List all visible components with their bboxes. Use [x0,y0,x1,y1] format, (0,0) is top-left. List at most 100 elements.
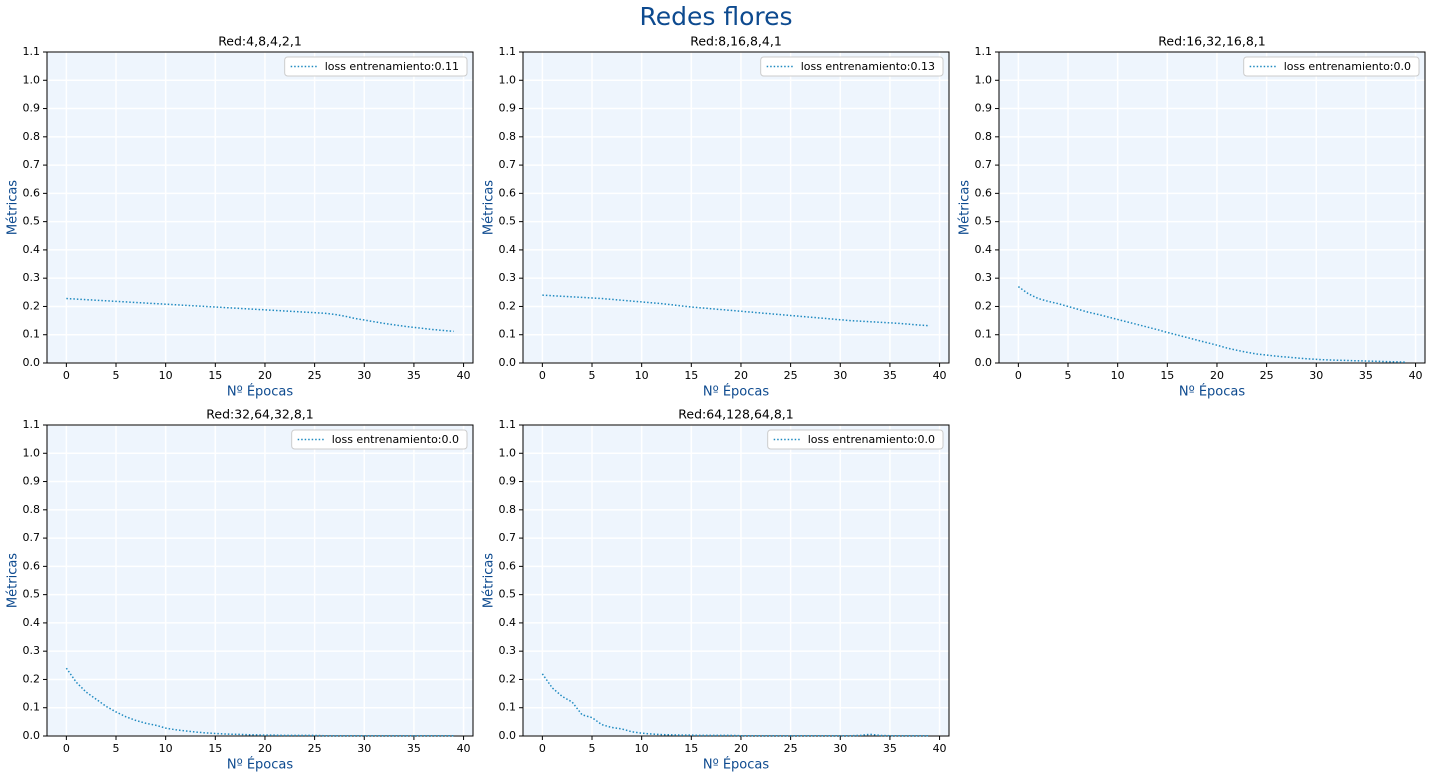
legend-label: loss entrenamiento:0.11 [325,60,459,73]
legend: loss entrenamiento:0.0 [1243,56,1420,77]
y-tick-label: 0.6 [23,559,41,572]
subplot-title: Red:4,8,4,2,1 [218,34,302,49]
legend: loss entrenamiento:0.11 [284,56,468,77]
y-tick-label: 1.1 [23,418,41,431]
y-tick-label: 0.3 [499,271,517,284]
x-tick-label: 10 [1111,369,1125,382]
y-tick-label: 0.5 [975,215,993,228]
y-tick-label: 1.0 [23,446,41,459]
y-tick-label: 0.8 [975,130,993,143]
y-tick-label: 0.9 [499,102,517,115]
figure-title: Redes flores [639,2,792,31]
y-tick-label: 0.2 [499,672,517,685]
plot-area [523,52,949,363]
y-tick-label: 0.1 [499,701,517,714]
y-tick-label: 0.7 [975,158,993,171]
x-tick-label: 35 [1359,369,1373,382]
plot-frame [46,424,474,737]
y-tick-label: 0.1 [499,328,517,341]
x-tick-label: 35 [883,369,897,382]
x-tick-label: 30 [357,369,371,382]
y-tick-label: 1.1 [975,45,993,58]
y-tick-label: 1.1 [499,418,517,431]
y-tick-label: 0.8 [499,503,517,516]
y-tick-label: 0.8 [23,130,41,143]
legend-box [767,429,944,450]
y-tick-label: 0.2 [23,299,41,312]
x-axis-label: Nº Épocas [1179,384,1246,400]
y-tick-label: 0.9 [975,102,993,115]
y-tick-label: 0.2 [499,299,517,312]
legend-box [291,429,468,450]
y-tick-label: 1.0 [23,73,41,86]
plot-area [999,52,1425,363]
y-tick-label: 0.4 [23,243,41,256]
y-tick-label: 0.6 [499,559,517,572]
plot-frame [522,424,950,737]
y-tick-label: 0.4 [975,243,993,256]
y-tick-label: 0.1 [975,328,993,341]
x-tick-label: 20 [1210,369,1224,382]
x-tick-label: 35 [407,369,421,382]
y-tick-label: 0.0 [23,729,41,742]
plot-area [47,52,473,363]
x-tick-label: 0 [63,369,70,382]
y-axis-label: Métricas [482,180,497,235]
x-tick-label: 35 [407,742,421,755]
subplot-title: Red:8,16,8,4,1 [690,34,782,49]
x-tick-label: 30 [357,742,371,755]
loss-line [66,297,454,333]
x-tick-label: 10 [159,369,173,382]
x-tick-label: 20 [734,369,748,382]
x-tick-label: 25 [308,369,322,382]
legend-label: loss entrenamiento:0.13 [801,60,935,73]
y-tick-label: 0.7 [499,531,517,544]
x-tick-label: 25 [308,742,322,755]
x-tick-label: 40 [1409,369,1423,382]
y-tick-label: 0.9 [499,475,517,488]
x-tick-label: 25 [784,369,798,382]
x-tick-label: 30 [1309,369,1323,382]
y-tick-label: 0.9 [23,102,41,115]
y-tick-label: 0.9 [23,475,41,488]
y-tick-label: 0.0 [975,356,993,369]
x-tick-label: 25 [1260,369,1274,382]
y-tick-label: 0.3 [23,271,41,284]
y-tick-label: 1.0 [499,446,517,459]
y-tick-label: 0.6 [23,186,41,199]
x-tick-label: 0 [63,742,70,755]
y-tick-label: 0.4 [499,616,517,629]
subplot: 0.0 0.1 0.2 0.3 0.4 0.5 0.6 0.7 0.8 0.9 1.0 1.1 0 5 10… [482,407,950,773]
x-tick-label: 0 [1015,369,1022,382]
x-tick-label: 5 [113,369,120,382]
y-tick-label: 0.2 [23,672,41,685]
x-tick-label: 40 [933,369,947,382]
y-axis-label: Métricas [958,180,973,235]
plot-frame [998,51,1426,364]
y-tick-label: 1.0 [499,73,517,86]
y-tick-label: 0.8 [23,503,41,516]
x-tick-label: 10 [635,369,649,382]
loss-line [1017,286,1406,363]
y-tick-label: 0.7 [499,158,517,171]
y-tick-label: 0.4 [499,243,517,256]
x-tick-label: 5 [1065,369,1072,382]
y-tick-label: 1.1 [23,45,41,58]
x-tick-label: 30 [833,742,847,755]
subplot: 0.0 0.1 0.2 0.3 0.4 0.5 0.6 0.7 0.8 0.9 1.0 1.1 0 5 10… [6,407,474,773]
y-tick-label: 0.3 [499,644,517,657]
legend: loss entrenamiento:0.0 [291,429,468,450]
x-axis-label: Nº Épocas [227,384,294,400]
y-tick-label: 0.1 [23,701,41,714]
legend: loss entrenamiento:0.13 [760,56,944,77]
legend-label: loss entrenamiento:0.0 [808,433,935,446]
x-tick-label: 20 [734,742,748,755]
subplot: 0.0 0.1 0.2 0.3 0.4 0.5 0.6 0.7 0.8 0.9 1.0 1.1 0 5 10… [6,34,474,400]
y-tick-label: 0.1 [23,328,41,341]
x-tick-label: 40 [457,369,471,382]
subplot: 0.0 0.1 0.2 0.3 0.4 0.5 0.6 0.7 0.8 0.9 1.0 1.1 0 5 10… [482,34,950,400]
x-axis-label: Nº Épocas [703,384,770,400]
y-axis-label: Métricas [482,553,497,608]
x-tick-label: 35 [883,742,897,755]
